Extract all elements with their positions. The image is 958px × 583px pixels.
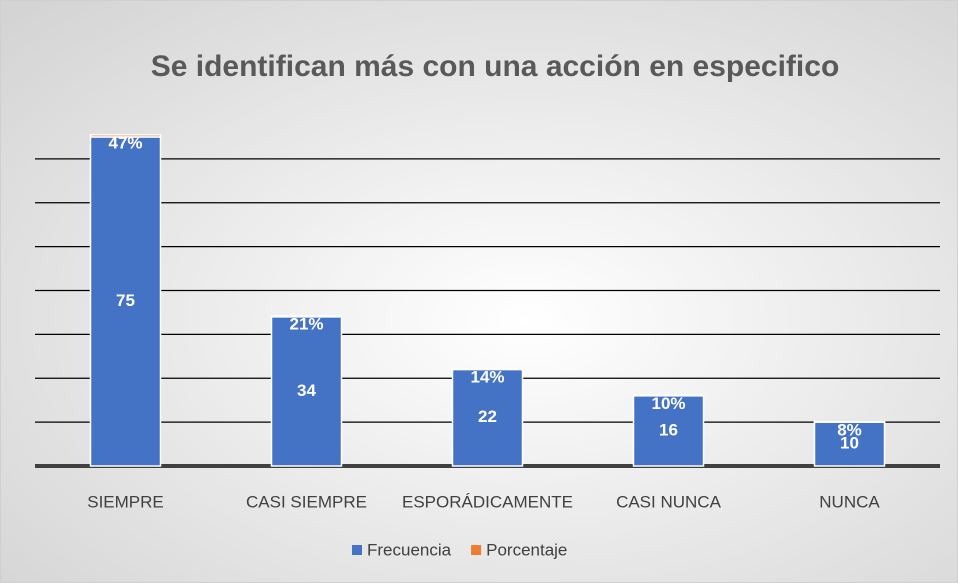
- bar: [270, 315, 343, 318]
- bar: [632, 395, 705, 467]
- x-tick-label: NUNCA: [819, 492, 880, 511]
- bar: [270, 316, 343, 467]
- data-label: 21%: [289, 314, 323, 333]
- data-label: 16: [659, 420, 678, 439]
- legend-swatch: [352, 545, 362, 555]
- x-tick-label: CASI SIEMPRE: [246, 492, 367, 511]
- bar: [89, 136, 162, 467]
- bar: [451, 368, 524, 467]
- data-label: 34: [297, 381, 316, 400]
- x-tick-label: ESPORÁDICAMENTE: [402, 492, 573, 511]
- x-tick-label: SIEMPRE: [87, 492, 164, 511]
- legend-label: Frecuencia: [367, 540, 452, 559]
- legend-label: Porcentaje: [486, 540, 567, 559]
- data-label: 8%: [837, 420, 862, 439]
- x-tick-label: CASI NUNCA: [616, 492, 722, 511]
- data-label: 10: [840, 434, 859, 453]
- chart-title: Se identifican más con una acción en esp…: [151, 50, 840, 83]
- data-label: 75: [116, 291, 135, 310]
- bar: [451, 368, 524, 371]
- data-label: 14%: [470, 367, 504, 386]
- legend-swatch: [471, 545, 482, 555]
- data-label: 10%: [651, 394, 685, 413]
- data-label: 22: [478, 407, 497, 426]
- bar: [813, 421, 886, 467]
- data-label: 47%: [108, 133, 142, 152]
- bar: [89, 134, 162, 138]
